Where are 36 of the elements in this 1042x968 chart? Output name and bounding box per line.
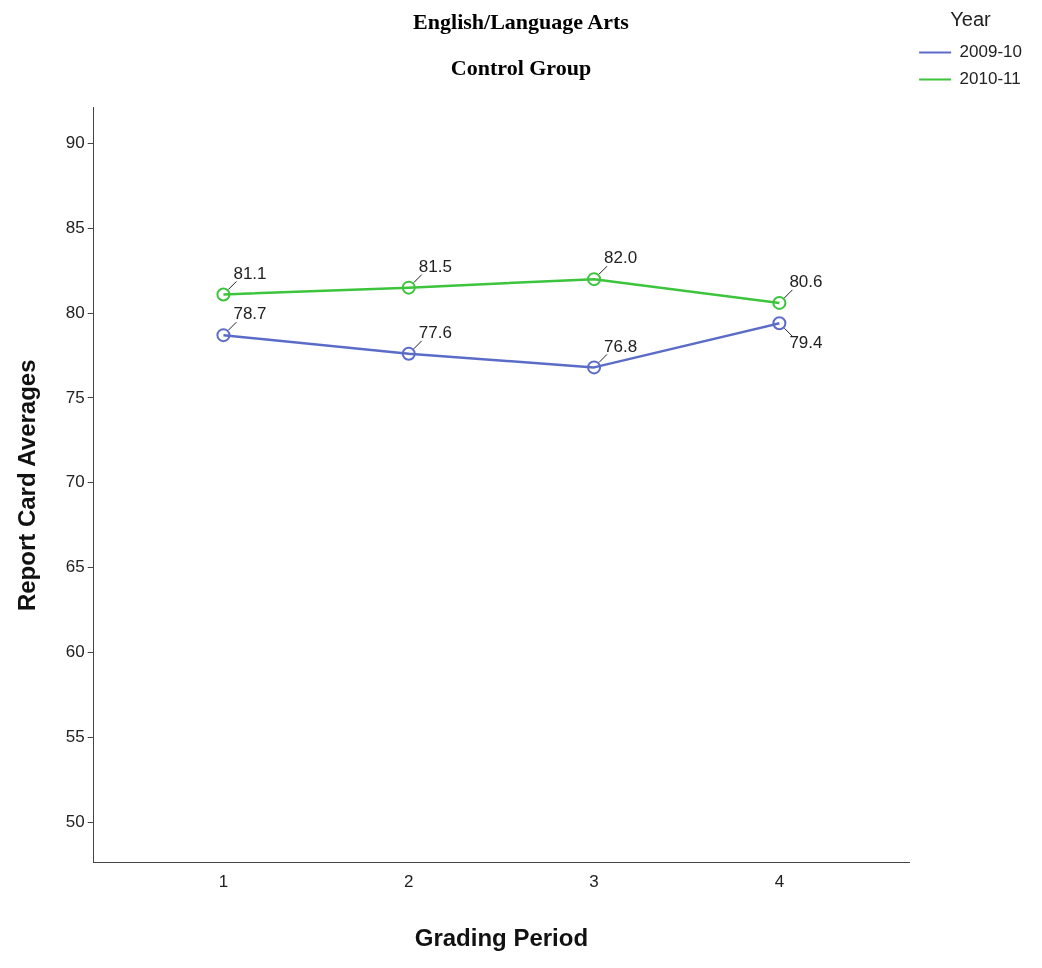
y-tick-label: 65 xyxy=(65,557,85,577)
data-label: 77.6 xyxy=(418,323,452,342)
y-tick-label: 80 xyxy=(65,302,85,322)
legend-label: 2009-10 xyxy=(959,42,1022,62)
data-label: 78.7 xyxy=(233,304,267,324)
y-tick-label: 60 xyxy=(65,642,85,662)
chart-subtitle: Control Group xyxy=(450,55,592,81)
point xyxy=(772,316,787,331)
x-tick-label: 4 xyxy=(774,871,785,891)
legend-label: 2010-11 xyxy=(959,69,1021,89)
y-tick-label: 50 xyxy=(65,811,85,831)
point xyxy=(401,346,416,361)
point xyxy=(587,360,602,375)
x-tick-label: 2 xyxy=(404,871,414,891)
point xyxy=(772,295,787,310)
y-tick-label: 75 xyxy=(65,387,85,407)
x-tick-label: 1 xyxy=(218,871,229,891)
y-tick-label: 70 xyxy=(65,472,85,492)
x-tick-label: 3 xyxy=(589,871,599,891)
legend-title: Year xyxy=(950,7,992,30)
y-tick-label: 55 xyxy=(65,726,85,746)
y-axis-title: Report Card Averages xyxy=(13,359,41,612)
point xyxy=(401,280,416,295)
data-label: 80.6 xyxy=(789,272,823,292)
point xyxy=(587,272,602,287)
data-label: 76.8 xyxy=(604,336,638,356)
data-label: 82.0 xyxy=(604,248,638,268)
data-label: 81.1 xyxy=(233,263,267,283)
x-axis-title: Grading Period xyxy=(414,924,589,952)
data-label: 81.5 xyxy=(418,256,452,276)
y-tick-label: 85 xyxy=(65,217,85,237)
point xyxy=(216,287,231,302)
data-label: 79.4 xyxy=(789,333,823,353)
chart-title: English/Language Arts xyxy=(413,8,630,34)
y-tick-label: 90 xyxy=(65,133,85,153)
point xyxy=(216,328,231,343)
